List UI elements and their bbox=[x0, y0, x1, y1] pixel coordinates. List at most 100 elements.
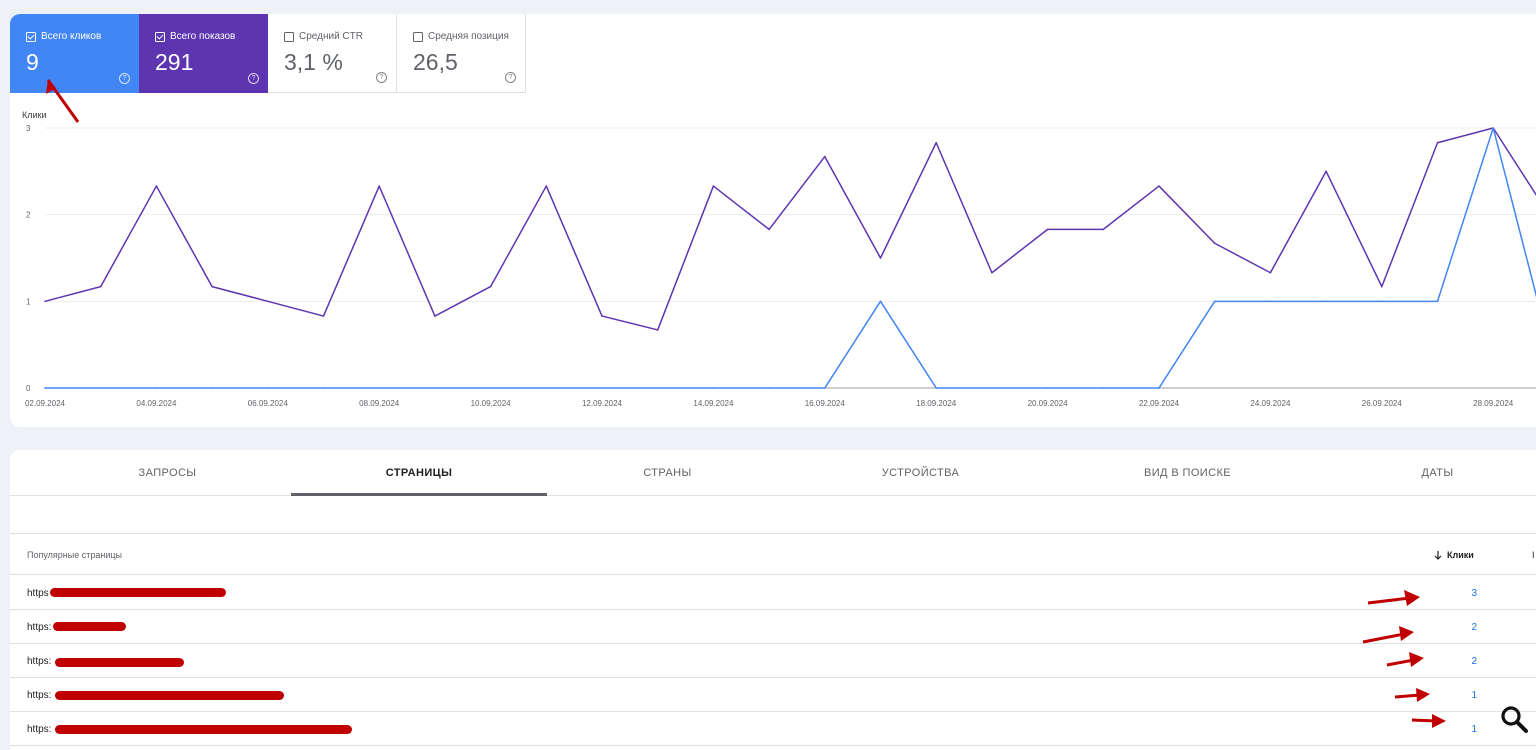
table-row[interactable]: https: 1 bbox=[10, 678, 1536, 712]
data-point bbox=[434, 387, 436, 389]
active-tab-indicator bbox=[291, 493, 547, 496]
dimension-tabs: ЗАПРОСЫ СТРАНИЦЫ СТРАНЫ УСТРОЙСТВА ВИД В… bbox=[10, 450, 1536, 496]
data-point bbox=[879, 257, 882, 259]
data-point bbox=[211, 285, 213, 288]
data-point bbox=[1381, 300, 1383, 303]
tab-search-appearance[interactable]: ВИД В ПОИСКЕ bbox=[1144, 467, 1231, 479]
redaction-mark bbox=[50, 588, 226, 597]
data-point bbox=[211, 387, 213, 389]
help-icon[interactable]: ? bbox=[119, 73, 130, 84]
metric-total-clicks[interactable]: Всего кликов 9 ? bbox=[10, 14, 139, 93]
data-point bbox=[1213, 300, 1216, 303]
x-tick-label: 02.09.2024 bbox=[25, 399, 66, 408]
data-point bbox=[712, 387, 715, 389]
data-point bbox=[155, 387, 158, 389]
table-toolbar bbox=[10, 497, 1536, 534]
data-point bbox=[267, 387, 269, 389]
page-url[interactable]: https bbox=[27, 588, 49, 599]
redaction-mark bbox=[55, 658, 184, 667]
data-point bbox=[1158, 185, 1160, 187]
annotation-arrowhead bbox=[46, 80, 56, 94]
data-point bbox=[1325, 300, 1327, 303]
metric-value: 291 bbox=[155, 49, 194, 75]
table-row[interactable]: https: 2 bbox=[10, 610, 1536, 644]
metric-average-ctr[interactable]: Средний CTR 3,1 % ? bbox=[268, 14, 397, 93]
data-point bbox=[712, 185, 715, 187]
data-point bbox=[1269, 271, 1272, 274]
metric-value: 3,1 % bbox=[284, 49, 343, 75]
metric-label: Средняя позиция bbox=[428, 31, 509, 42]
page-url[interactable]: https: bbox=[27, 724, 52, 735]
data-point bbox=[601, 315, 603, 317]
x-tick-label: 28.09.2024 bbox=[1473, 399, 1514, 408]
redaction-mark bbox=[55, 725, 352, 734]
data-point bbox=[991, 387, 993, 389]
data-point bbox=[1436, 300, 1439, 303]
data-point bbox=[1158, 387, 1160, 389]
metric-value: 26,5 bbox=[413, 49, 458, 75]
data-point bbox=[824, 387, 826, 389]
metric-total-impressions[interactable]: Всего показов 291 ? bbox=[139, 14, 268, 93]
column-header-clicks[interactable]: Клики bbox=[1434, 550, 1474, 560]
tab-devices[interactable]: УСТРОЙСТВА bbox=[881, 467, 960, 479]
data-point bbox=[545, 185, 548, 187]
data-point bbox=[322, 387, 325, 389]
column-header-clicks-label: Клики bbox=[1447, 550, 1474, 560]
performance-card: Всего кликов 9 ? Всего показов 291 ? Сре… bbox=[10, 14, 1536, 427]
data-point bbox=[44, 387, 46, 389]
help-icon[interactable]: ? bbox=[376, 72, 387, 83]
y-tick-label: 0 bbox=[26, 384, 31, 393]
x-tick-label: 16.09.2024 bbox=[805, 399, 846, 408]
table-row[interactable]: https 3 bbox=[10, 576, 1536, 610]
annotation-arrow bbox=[1394, 693, 1421, 699]
data-point bbox=[1213, 242, 1216, 245]
x-tick-label: 24.09.2024 bbox=[1250, 399, 1291, 408]
metric-label: Средний CTR bbox=[299, 31, 363, 42]
data-point bbox=[1436, 141, 1439, 144]
help-icon[interactable]: ? bbox=[505, 72, 516, 83]
redaction-mark bbox=[53, 622, 126, 631]
page-url[interactable]: https: bbox=[27, 622, 52, 633]
clicks-value: 2 bbox=[1471, 622, 1477, 633]
magnifier-icon[interactable] bbox=[1498, 703, 1530, 735]
column-header-next[interactable]: I bbox=[1532, 550, 1535, 560]
clicks-value: 3 bbox=[1471, 588, 1477, 599]
annotation-arrowhead bbox=[1399, 626, 1414, 641]
sort-down-arrow-icon bbox=[1434, 550, 1442, 560]
annotation-arrow bbox=[1367, 596, 1411, 605]
tab-pages[interactable]: СТРАНИЦЫ bbox=[385, 467, 453, 479]
tab-dates[interactable]: ДАТЫ bbox=[1421, 467, 1454, 479]
data-point bbox=[991, 271, 993, 274]
help-icon[interactable]: ? bbox=[248, 73, 259, 84]
table-header: Популярные страницы Клики I bbox=[10, 535, 1536, 575]
clicks-value: 1 bbox=[1471, 690, 1477, 701]
metric-label: Всего кликов bbox=[41, 31, 102, 42]
x-tick-label: 08.09.2024 bbox=[359, 399, 400, 408]
checkbox-unchecked-icon bbox=[284, 31, 294, 42]
data-point bbox=[601, 387, 603, 389]
data-point bbox=[545, 387, 548, 389]
tab-countries[interactable]: СТРАНЫ bbox=[643, 467, 692, 479]
data-point bbox=[434, 315, 436, 317]
tab-queries[interactable]: ЗАПРОСЫ bbox=[138, 467, 197, 479]
clicks-value: 2 bbox=[1471, 656, 1477, 667]
x-tick-label: 10.09.2024 bbox=[471, 399, 512, 408]
page-url[interactable]: https: bbox=[27, 656, 52, 667]
x-tick-label: 06.09.2024 bbox=[248, 399, 289, 408]
series-line-impressions bbox=[44, 127, 1536, 331]
data-point bbox=[768, 387, 770, 389]
page-url[interactable]: https: bbox=[27, 690, 52, 701]
y-axis-label: Клики bbox=[22, 110, 47, 120]
clicks-value: 1 bbox=[1471, 724, 1477, 735]
checkbox-checked-icon bbox=[155, 31, 165, 42]
column-header-pages: Популярные страницы bbox=[27, 550, 122, 560]
data-point bbox=[935, 387, 937, 389]
data-point bbox=[378, 185, 381, 187]
metric-average-position[interactable]: Средняя позиция 26,5 ? bbox=[397, 14, 526, 93]
checkbox-checked-icon bbox=[26, 31, 36, 42]
table-row[interactable]: https: 2 bbox=[10, 644, 1536, 678]
x-tick-label: 12.09.2024 bbox=[582, 399, 623, 408]
annotation-arrow bbox=[1362, 632, 1405, 644]
data-point bbox=[44, 300, 46, 303]
